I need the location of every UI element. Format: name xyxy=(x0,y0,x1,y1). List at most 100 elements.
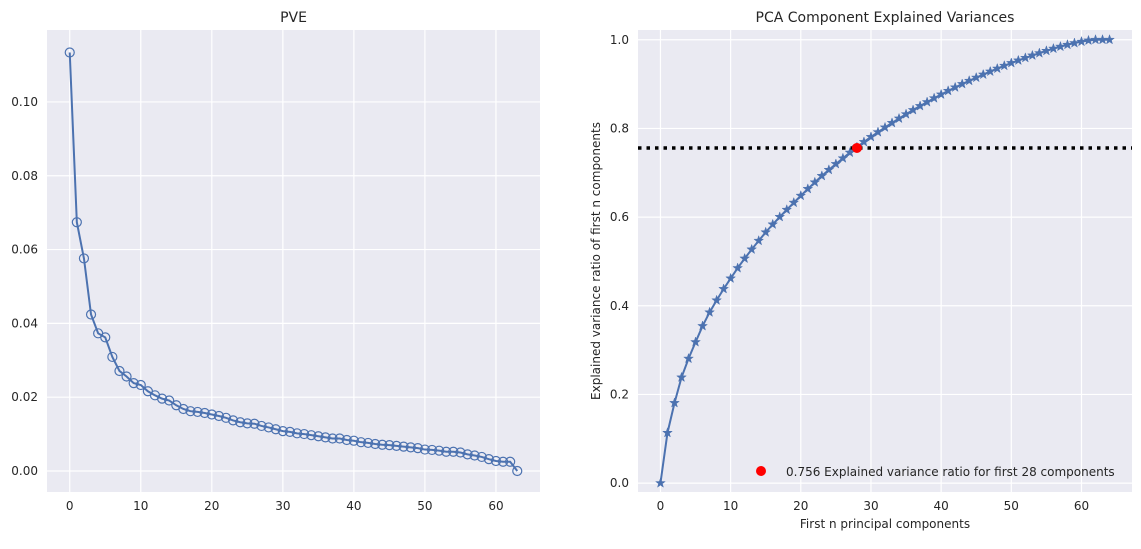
data-point xyxy=(767,218,779,230)
data-point xyxy=(313,431,324,442)
data-point xyxy=(107,351,118,363)
data-point xyxy=(362,437,374,449)
data-point xyxy=(718,283,730,294)
data-point xyxy=(320,432,331,443)
data-point xyxy=(914,100,926,111)
data-point xyxy=(1054,40,1066,52)
data-point xyxy=(284,426,296,437)
data-point xyxy=(788,196,800,208)
data-point xyxy=(1012,54,1024,66)
data-point xyxy=(398,441,409,452)
data-point xyxy=(886,117,898,128)
y-tick-label: 0.8 xyxy=(610,121,629,135)
data-point xyxy=(512,465,523,477)
data-point xyxy=(746,243,758,255)
data-point xyxy=(654,477,666,488)
x-tick-label: 20 xyxy=(204,499,219,513)
gridlines xyxy=(638,30,1132,492)
y-tick-label: 0.10 xyxy=(11,95,38,109)
data-point xyxy=(178,403,189,415)
x-tick-label: 30 xyxy=(275,499,290,513)
data-point xyxy=(830,158,842,169)
data-point xyxy=(412,442,423,454)
data-point xyxy=(213,410,225,422)
data-point xyxy=(263,422,274,433)
data-point xyxy=(220,412,232,423)
data-point xyxy=(235,417,246,428)
data-point xyxy=(405,442,416,453)
data-point xyxy=(419,444,431,455)
x-tick-label: 20 xyxy=(793,499,808,513)
data-point xyxy=(277,426,288,437)
data-point xyxy=(1033,47,1045,58)
y-tick-label: 1.0 xyxy=(610,33,629,47)
data-point xyxy=(377,439,388,450)
data-point xyxy=(865,131,877,142)
data-point xyxy=(306,430,317,441)
data-point xyxy=(669,397,680,408)
explained-variance-chart: 0 10 20 30 40 50 60 0.0 0.2 0.4 0.6 0.8 1.0 PCA Comp… xyxy=(589,10,1132,531)
data-point xyxy=(858,136,870,147)
data-point xyxy=(1040,45,1052,56)
data-point xyxy=(78,253,90,264)
data-point xyxy=(199,407,210,419)
data-point xyxy=(206,409,217,420)
x-tick-label: 10 xyxy=(723,499,738,513)
data-point xyxy=(725,272,737,284)
data-point xyxy=(185,406,196,417)
data-point xyxy=(1047,42,1059,54)
data-point xyxy=(1026,49,1038,61)
plot-background xyxy=(47,30,540,492)
data-point xyxy=(64,47,75,58)
data-point xyxy=(893,112,905,124)
data-point xyxy=(85,309,97,320)
plot-background xyxy=(638,30,1132,492)
y-tick-label: 0.0 xyxy=(610,476,629,490)
data-point xyxy=(490,455,502,467)
x-tick-label: 50 xyxy=(417,499,432,513)
data-point xyxy=(963,75,975,86)
data-point xyxy=(497,456,509,467)
data-point xyxy=(984,65,996,77)
data-point xyxy=(809,176,821,187)
data-point xyxy=(114,365,125,377)
data-point xyxy=(100,332,111,343)
x-tick-label: 50 xyxy=(1004,499,1019,513)
data-point xyxy=(128,378,139,389)
data-point xyxy=(935,88,947,100)
data-point xyxy=(156,393,168,404)
y-tick-label: 0.4 xyxy=(610,299,629,313)
data-point xyxy=(697,320,709,331)
data-point xyxy=(71,217,82,228)
x-tick-label: 60 xyxy=(488,499,503,513)
data-point xyxy=(823,164,835,175)
x-axis-label: First n principal components xyxy=(800,517,970,531)
data-point xyxy=(334,433,345,444)
data-point xyxy=(355,437,367,448)
data-point xyxy=(469,450,480,461)
data-point xyxy=(690,336,702,347)
data-point xyxy=(121,371,132,382)
data-point xyxy=(683,352,695,364)
data-point xyxy=(135,379,146,391)
data-point xyxy=(802,183,814,194)
data-point xyxy=(1061,38,1073,50)
data-point xyxy=(781,203,793,215)
data-point xyxy=(907,104,919,115)
x-tick-label: 0 xyxy=(66,499,74,513)
x-tick-label: 10 xyxy=(133,499,148,513)
data-point xyxy=(795,189,807,201)
data-point xyxy=(384,440,395,451)
y-tick-label: 0.08 xyxy=(11,169,38,183)
y-tick-label: 0.2 xyxy=(610,387,629,401)
legend: 0.756 Explained variance ratio for first… xyxy=(756,465,1115,479)
data-point xyxy=(327,433,338,444)
y-axis-label: Explained variance ratio of first n comp… xyxy=(589,122,603,400)
data-point xyxy=(270,424,281,435)
data-point xyxy=(341,434,352,446)
y-tick-label: 0.02 xyxy=(11,390,38,404)
data-point xyxy=(476,451,487,463)
tick-labels: 0 10 20 30 40 50 60 0.00 0.02 0.04 0.06 0.08 0.10 xyxy=(11,95,503,513)
y-tick-label: 0.06 xyxy=(11,243,38,257)
data-point xyxy=(879,121,891,133)
